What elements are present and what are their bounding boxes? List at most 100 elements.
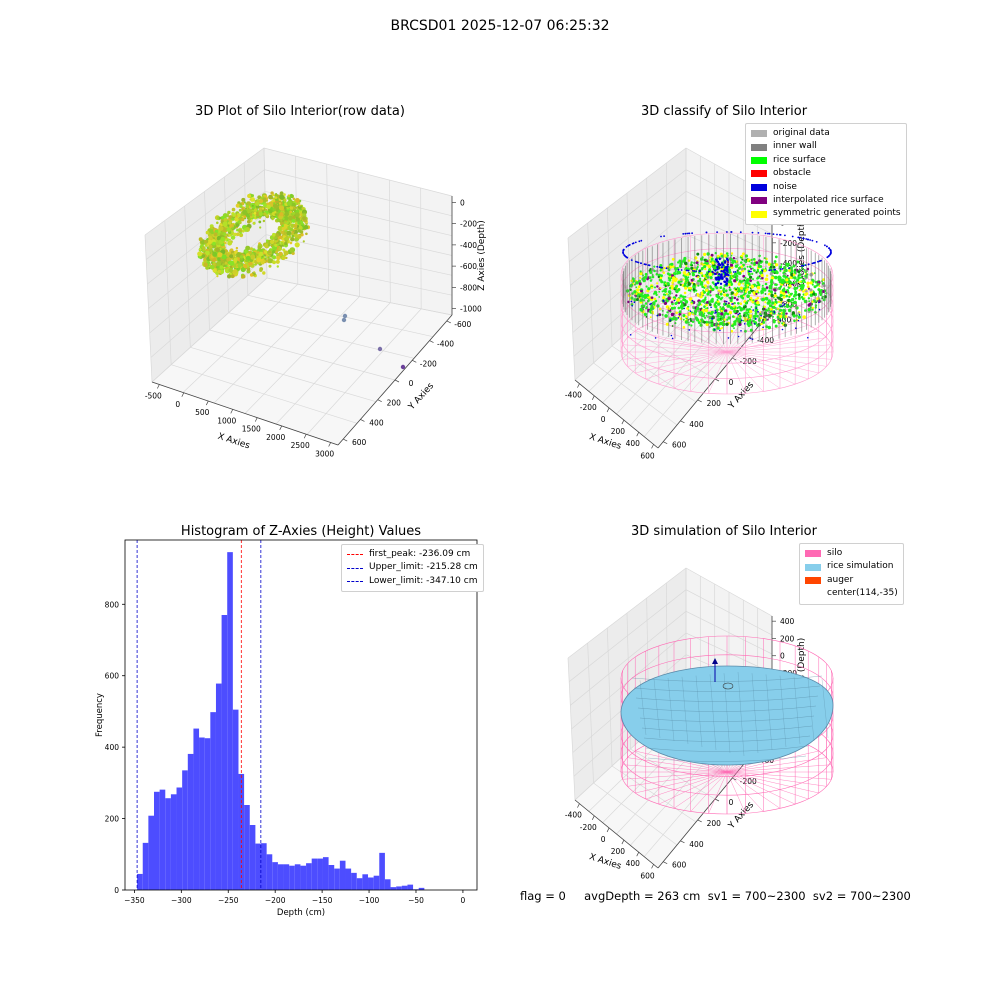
surface-mesh-line <box>635 695 819 702</box>
classified-point <box>739 294 744 299</box>
noise-point <box>727 274 730 277</box>
raw-point <box>292 211 296 215</box>
x-tick-label: 400 <box>626 439 641 448</box>
classified-point <box>756 276 760 280</box>
center-marker <box>712 658 718 664</box>
classified-point <box>774 324 778 328</box>
classified-point <box>775 271 779 275</box>
classified-point <box>703 258 707 262</box>
noise-point <box>764 232 767 235</box>
classified-point <box>716 326 720 330</box>
classified-point <box>790 273 794 277</box>
classified-point <box>686 306 690 310</box>
raw-point <box>199 248 202 251</box>
raw-point <box>289 247 295 253</box>
raw-point <box>251 204 254 207</box>
raw-point <box>228 268 234 273</box>
classified-point <box>772 319 776 323</box>
classified-point <box>765 286 769 289</box>
classified-point <box>688 297 691 301</box>
noise-point <box>727 337 730 339</box>
silo-spoke <box>622 344 728 353</box>
noise-point <box>719 277 722 280</box>
classified-point <box>652 301 656 306</box>
classified-point <box>682 295 685 299</box>
classified-point <box>647 287 651 291</box>
classified-point <box>757 265 761 268</box>
raw-point <box>297 236 300 239</box>
classified-point <box>717 289 721 292</box>
classified-point <box>809 281 813 285</box>
noise-point <box>640 239 643 242</box>
classified-point <box>756 301 760 305</box>
auger-shape <box>722 682 734 690</box>
silo-spoke <box>726 750 819 773</box>
classified-point <box>689 289 692 292</box>
noise-point <box>720 266 724 269</box>
x-tick <box>328 442 331 447</box>
classified-point <box>630 283 634 287</box>
classified-point <box>744 329 747 333</box>
raw-point <box>227 210 231 215</box>
grid-line <box>306 308 422 435</box>
noise-point <box>633 301 636 304</box>
raw-point <box>215 247 221 253</box>
classified-point <box>696 294 700 297</box>
y-tick-label: 200 <box>707 819 722 828</box>
classified-point <box>771 302 774 305</box>
raw-point <box>258 211 263 216</box>
classified-point <box>680 280 683 283</box>
classified-point <box>723 293 727 297</box>
x-tick <box>577 803 580 808</box>
raw-point <box>239 231 242 235</box>
raw-point <box>258 220 262 224</box>
classified-point <box>700 307 703 310</box>
classified-point <box>791 311 795 315</box>
noise-point <box>714 310 717 312</box>
x-tick-label: 2000 <box>266 433 285 442</box>
classified-point <box>764 308 768 312</box>
raw-point <box>216 235 222 241</box>
raw-point <box>302 240 305 243</box>
classified-point <box>720 290 723 293</box>
classified-point <box>777 275 781 279</box>
raw-point <box>251 253 254 256</box>
noise-point <box>720 270 723 273</box>
legend-first-peak: first_peak: -236.09 cm <box>347 548 478 561</box>
noise-point <box>719 282 723 285</box>
classified-point <box>740 261 743 264</box>
classified-point <box>662 296 666 300</box>
noise-point <box>726 279 729 282</box>
classified-point <box>698 301 701 304</box>
noise-point <box>640 262 642 265</box>
classified-point <box>703 306 706 308</box>
classified-point <box>716 299 719 301</box>
classified-point <box>723 318 726 321</box>
raw-point <box>260 205 263 208</box>
noise-point <box>714 269 717 272</box>
classified-point <box>722 316 725 319</box>
raw-point <box>291 202 296 208</box>
classified-point <box>687 305 689 308</box>
classified-point <box>656 282 659 285</box>
y-tick-label: 400 <box>689 840 704 849</box>
raw-point <box>276 255 281 261</box>
noise-point <box>802 264 805 267</box>
silo-spoke <box>726 351 832 360</box>
classified-point <box>651 310 654 314</box>
pane-floor <box>152 278 452 445</box>
classified-point <box>703 302 706 305</box>
noise-point <box>636 261 639 263</box>
classified-point <box>684 295 687 298</box>
classified-point <box>791 304 794 307</box>
classified-point <box>653 292 655 295</box>
classified-point <box>668 292 672 295</box>
noise-point <box>659 266 662 269</box>
classified-point <box>761 287 765 291</box>
classified-point <box>640 308 644 312</box>
noise-point <box>685 269 688 272</box>
classified-point <box>695 261 699 265</box>
classified-point <box>629 298 632 301</box>
surface-mesh-line <box>793 676 801 745</box>
classified-point <box>703 298 707 301</box>
